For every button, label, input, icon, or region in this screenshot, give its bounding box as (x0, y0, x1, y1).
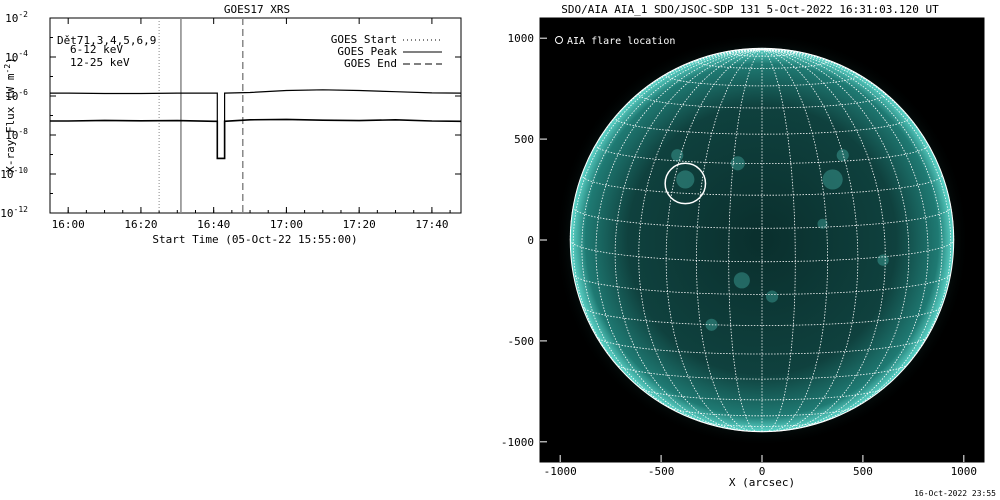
aia-grid-line (668, 406, 856, 417)
aia-bright-region (817, 218, 828, 229)
goes-xtick-label: 17:40 (415, 218, 448, 231)
aia-ytick-label: -500 (508, 335, 535, 348)
aia-heliographic-grid (569, 47, 955, 433)
info-channel-high: 12-25 keV (70, 56, 130, 69)
aia-image (540, 18, 984, 462)
aia-grid-line (595, 49, 763, 429)
info-channel-low: 6-12 keV (70, 43, 123, 56)
aia-grid-line (581, 306, 943, 326)
goes-plot: GOES17 XRS 10-2 10-4 10-6 10-8 10-10 10-12 16… (0, 3, 462, 246)
aia-bright-region (766, 290, 779, 303)
goes-x-axis: 16:00 16:20 16:40 17:00 17:20 17:40 (49, 18, 451, 231)
aia-ytick-label: 500 (514, 133, 534, 146)
aia-limb (569, 47, 955, 433)
goes-event-lines (158, 18, 244, 213)
aia-grid-line (761, 49, 943, 423)
aia-grid-line (665, 49, 763, 432)
legend-label-start: GOES Start (331, 33, 397, 46)
aia-ytick-label: -1000 (501, 436, 534, 449)
aia-grid-line (614, 49, 763, 431)
aia-grid-line (572, 49, 763, 400)
aia-grid-line (761, 49, 886, 432)
aia-grid-line (581, 174, 943, 196)
goes-ytick-label: 10-4 (5, 49, 28, 64)
aia-grid-line (728, 49, 763, 433)
aia-xtick-label: 0 (759, 465, 766, 478)
goes-ytick-label: 10-8 (5, 127, 28, 142)
aia-xlabel: X (arcsec) (729, 476, 795, 489)
goes-xtick-label: 17:20 (343, 218, 376, 231)
aia-grid-line (615, 363, 909, 380)
aia-grid-line (761, 49, 955, 240)
aia-grid-line (572, 206, 952, 229)
aia-legend-label: AIA flare location (567, 36, 675, 47)
aia-grid-line (761, 49, 910, 431)
goes-ytick-label: 10-12 (0, 205, 28, 220)
goes-series-line (50, 89, 462, 159)
aia-grid-line (639, 387, 885, 401)
aia-grid-line (761, 49, 859, 432)
goes-ylabel: X-ray Flux (W m-2) (3, 57, 17, 173)
aia-bright-region (671, 149, 684, 162)
goes-ytick-label: 10-2 (5, 10, 28, 25)
goes-xtick-label: 16:40 (197, 218, 230, 231)
aia-grid-line (696, 49, 763, 432)
goes-xtick-label: 16:20 (124, 218, 157, 231)
aia-grid-line (638, 92, 886, 109)
goes-series-line (50, 118, 462, 160)
aia-grid-line (572, 273, 952, 295)
aia-grid-line (581, 49, 763, 423)
legend-label-end: GOES End (344, 57, 397, 70)
aia-x-axis: -1000 -500 0 500 1000 (544, 455, 977, 478)
goes-ytick-label: 10-6 (5, 88, 28, 103)
goes-y-axis: 10-2 10-4 10-6 10-8 10-10 10-12 (0, 10, 461, 220)
goes-series-group (50, 89, 462, 160)
aia-xtick-label: -500 (648, 465, 675, 478)
footer-timestamp: 16-Oct-2022 23:55 (914, 489, 996, 498)
aia-ytick-label: 1000 (508, 32, 535, 45)
aia-xtick-label: 500 (853, 465, 873, 478)
aia-bright-region (822, 169, 843, 190)
aia-ytick-label: 0 (527, 234, 534, 247)
aia-bright-region (676, 170, 695, 189)
aia-grid-line (569, 49, 763, 240)
aia-plot: SDO/AIA AIA_1 SDO/JSOC-SDP 131 5-Oct-202… (501, 3, 985, 489)
aia-bright-region (730, 156, 745, 171)
aia-grid-line (596, 336, 928, 355)
aia-grid-line (761, 49, 828, 432)
aia-grid-line (595, 144, 929, 164)
aia-legend-circle-icon (555, 36, 563, 44)
aia-bright-region (836, 149, 849, 162)
aia-active-regions (671, 149, 889, 331)
aia-xtick-label: -1000 (544, 465, 577, 478)
legend-label-peak: GOES Peak (337, 45, 397, 58)
goes-xtick-label: 16:00 (52, 218, 85, 231)
aia-title: SDO/AIA AIA_1 SDO/JSOC-SDP 131 5-Oct-202… (561, 3, 939, 16)
aia-flare-marker (664, 162, 707, 205)
aia-grid-line (761, 49, 929, 429)
info-detectors: Dět71,3,4,5,6,9 (57, 34, 156, 47)
aia-bright-region (877, 254, 889, 266)
aia-grid-line (569, 239, 955, 263)
aia-bright-region (705, 318, 718, 331)
aia-grid-line (761, 49, 796, 433)
aia-bright-region (733, 272, 750, 289)
goes-legend: GOES Start GOES Peak GOES End (331, 33, 442, 70)
aia-grid-line (761, 49, 952, 400)
aia-solar-disk (570, 48, 954, 432)
goes-title: GOES17 XRS (224, 3, 290, 16)
aia-xtick-label: 1000 (951, 465, 978, 478)
aia-y-axis: 1000 500 0 -500 -1000 (501, 32, 547, 449)
goes-xtick-label: 17:00 (270, 218, 303, 231)
goes-ytick-label: 10-10 (0, 166, 28, 181)
goes-xlabel: Start Time (05-Oct-22 15:55:00) (152, 233, 357, 246)
aia-grid-line (638, 49, 763, 432)
